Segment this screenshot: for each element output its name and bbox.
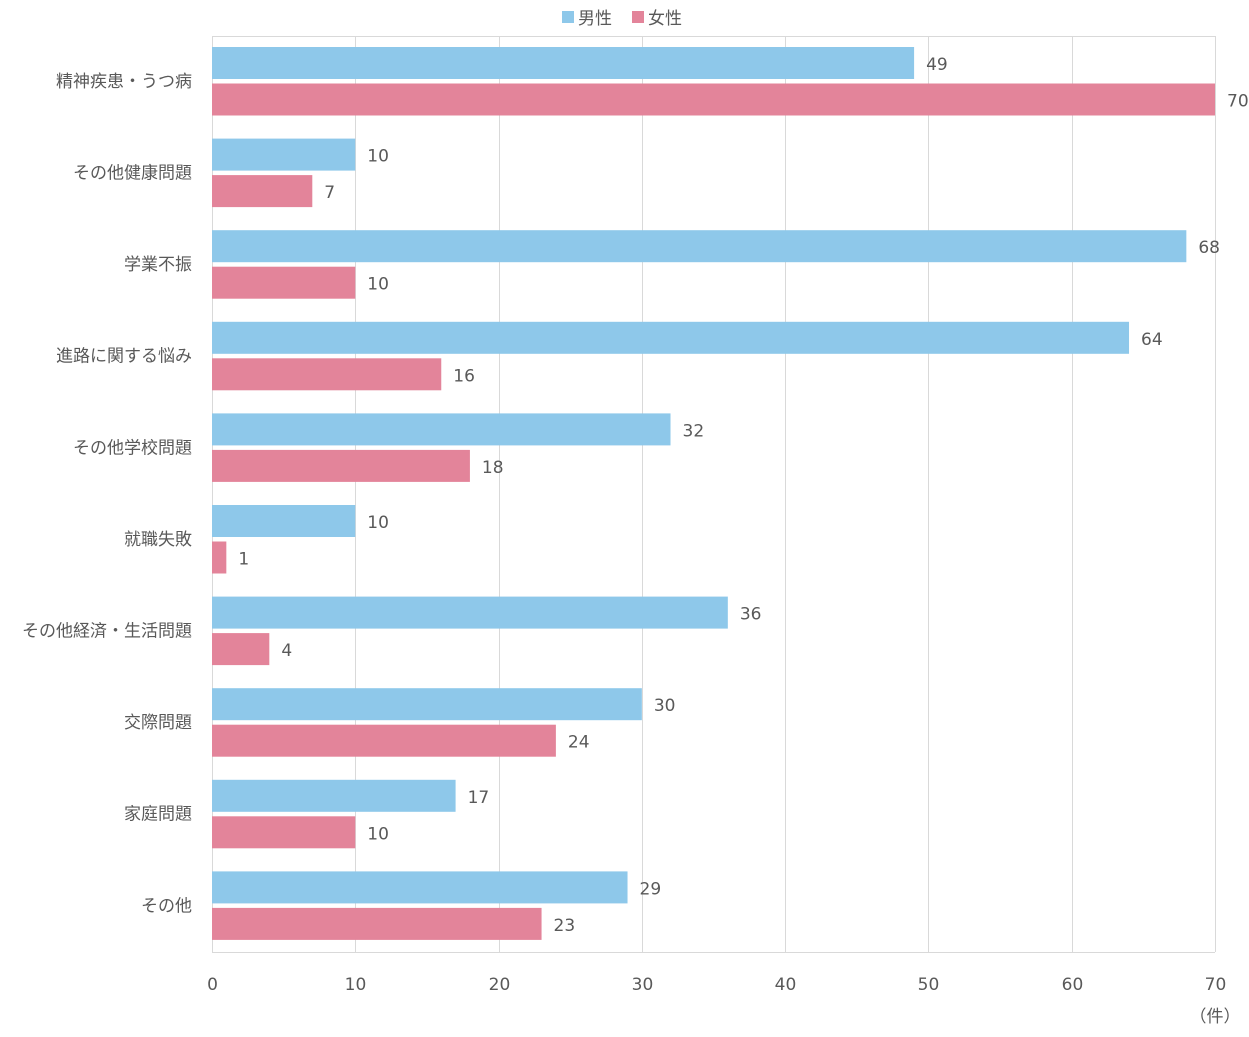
category-label: その他健康問題 [73, 163, 192, 183]
bar-female [212, 175, 313, 208]
legend-label: 女性 [648, 9, 682, 29]
data-label: 7 [324, 183, 335, 203]
data-label: 32 [683, 421, 705, 441]
bar-male [212, 505, 356, 537]
category-label: 家庭問題 [124, 805, 192, 825]
bar-female [212, 449, 470, 482]
bar-male [212, 138, 356, 171]
x-tick-label: 0 [207, 975, 218, 995]
category-labels: 精神疾患・うつ病その他健康問題学業不振進路に関する悩みその他学校問題就職失敗その… [22, 72, 192, 916]
category-label: 学業不振 [124, 255, 192, 275]
category-label: その他経済・生活問題 [22, 621, 192, 641]
bar-male [212, 688, 642, 721]
x-tick-label: 70 [1205, 975, 1227, 995]
data-label: 68 [1198, 238, 1220, 258]
x-tick-label: 30 [632, 975, 654, 995]
legend: 男性 女性 [562, 9, 682, 29]
category-label: 進路に関する悩み [56, 347, 192, 367]
data-label: 23 [554, 916, 576, 936]
category-label: 就職失敗 [124, 530, 192, 550]
bar-male [212, 321, 1130, 354]
bars: 49 70 10 7 68 10 64 16 32 18 10 1 36 4 30 24 17 10 29 23 [212, 47, 1249, 940]
bar-female [212, 266, 356, 299]
category-label: その他学校問題 [73, 438, 192, 458]
data-label: 49 [926, 55, 948, 75]
data-label: 10 [367, 275, 389, 295]
legend-label: 男性 [578, 9, 612, 29]
x-tick-label: 10 [345, 975, 367, 995]
legend-swatch [562, 11, 574, 23]
bar-female [212, 83, 1215, 116]
grid [212, 36, 1216, 953]
data-label: 18 [482, 458, 504, 478]
bar-male [212, 413, 671, 446]
data-label: 36 [740, 605, 762, 625]
unit-label: （件） [1190, 1007, 1241, 1027]
bar-female [212, 358, 442, 391]
data-label: 1 [238, 550, 249, 570]
data-label: 29 [640, 879, 662, 899]
data-label: 64 [1141, 330, 1163, 350]
legend-swatch [632, 11, 644, 23]
data-label: 70 [1227, 92, 1249, 112]
data-label: 30 [654, 696, 676, 716]
category-label: 交際問題 [124, 713, 192, 733]
bar-male [212, 230, 1187, 263]
x-tick-label: 50 [918, 975, 940, 995]
bar-female [212, 907, 542, 940]
bar-male [212, 47, 915, 79]
data-label: 16 [453, 366, 475, 386]
data-label: 4 [281, 641, 292, 661]
x-tick-label: 20 [489, 975, 511, 995]
bar-male [212, 871, 628, 904]
category-label: 精神疾患・うつ病 [56, 72, 192, 92]
bar-male [212, 779, 456, 812]
bar-female [212, 541, 227, 574]
x-tick-label: 60 [1062, 975, 1084, 995]
data-label: 17 [468, 788, 490, 808]
data-label: 10 [367, 513, 389, 533]
bar-female [212, 633, 270, 666]
data-label: 10 [367, 824, 389, 844]
data-label: 24 [568, 733, 590, 753]
data-label: 10 [367, 147, 389, 167]
bar-female [212, 724, 556, 757]
x-tick-label: 40 [775, 975, 797, 995]
bar-male [212, 596, 728, 629]
category-label: その他 [141, 896, 192, 916]
bar-female [212, 816, 356, 849]
x-axis-ticks: 0 10 20 30 40 50 60 70 [207, 975, 1226, 995]
